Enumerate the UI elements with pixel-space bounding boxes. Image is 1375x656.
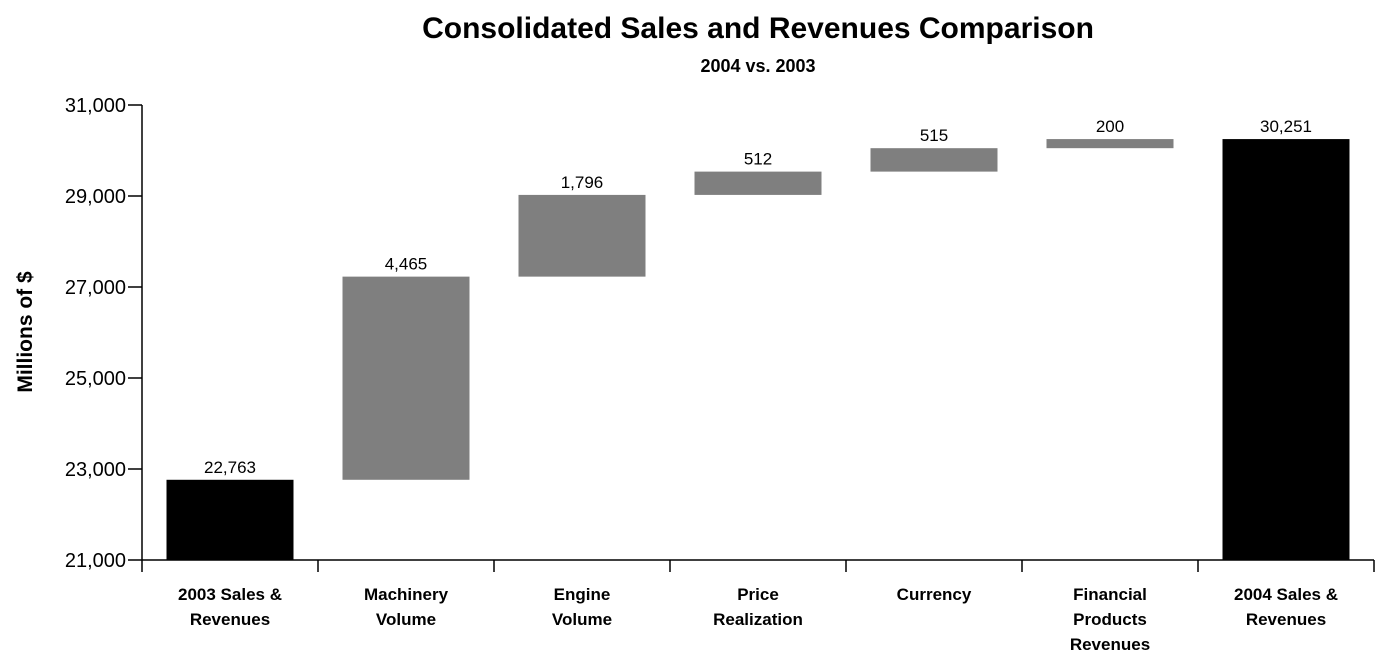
x-tick-label-0: 2003 Sales & Revenues: [178, 585, 282, 629]
data-label-3: 512: [744, 150, 772, 169]
data-label-0: 22,763: [204, 458, 256, 477]
x-axis: [141, 559, 1375, 572]
x-tick-label-line: Revenues: [190, 610, 270, 629]
bar-1: [342, 276, 470, 480]
y-axis: 21,000 23,000 25,000 27,000 29,000 31,000: [65, 95, 143, 572]
y-tick-label: 29,000: [65, 186, 126, 208]
y-tick-label: 31,000: [65, 95, 126, 117]
x-tick-label-line: Revenues: [1070, 635, 1150, 654]
x-tick-label-line: Machinery: [364, 585, 449, 604]
bar-2: [518, 194, 646, 277]
x-tick-label-line: Financial: [1073, 585, 1147, 604]
x-tick-label-line: Price: [737, 585, 779, 604]
x-tick-label-1: Machinery Volume: [364, 585, 449, 629]
x-tick-label-3: Price Realization: [713, 585, 803, 629]
x-tick-label-line: Currency: [897, 585, 972, 604]
bars: [166, 139, 1350, 560]
x-tick-label-line: Revenues: [1246, 610, 1326, 629]
x-tick-label-4: Currency: [897, 585, 972, 604]
y-tick-label: 23,000: [65, 459, 126, 481]
y-axis-label: Millions of $: [14, 271, 37, 393]
x-tick-label-line: 2004 Sales &: [1234, 585, 1338, 604]
x-tick-label-5: Financial Products Revenues: [1070, 585, 1150, 654]
data-label-2: 1,796: [561, 173, 604, 192]
data-label-1: 4,465: [385, 255, 428, 274]
x-tick-label-line: Volume: [552, 610, 612, 629]
bar-0: [166, 479, 294, 560]
data-label-6: 30,251: [1260, 117, 1312, 136]
chart-title: Consolidated Sales and Revenues Comparis…: [422, 12, 1094, 45]
y-tick-label: 25,000: [65, 368, 126, 390]
x-tick-label-line: Realization: [713, 610, 803, 629]
bar-5: [1046, 139, 1174, 149]
data-label-4: 515: [920, 126, 948, 145]
x-tick-label-6: 2004 Sales & Revenues: [1234, 585, 1338, 629]
bar-6: [1222, 139, 1350, 560]
data-labels: 22,763 4,465 1,796 512 515 200 30,251: [204, 117, 1312, 477]
x-tick-label-line: Products: [1073, 610, 1147, 629]
y-tick-label: 27,000: [65, 277, 126, 299]
data-label-5: 200: [1096, 117, 1124, 136]
x-tick-label-line: Engine: [554, 585, 611, 604]
bar-3: [694, 171, 822, 195]
x-tick-label-line: 2003 Sales &: [178, 585, 282, 604]
bar-4: [870, 148, 998, 172]
y-tick-label: 21,000: [65, 550, 126, 572]
x-tick-label-line: Volume: [376, 610, 436, 629]
x-tick-label-2: Engine Volume: [552, 585, 612, 629]
chart-subtitle: 2004 vs. 2003: [700, 56, 815, 76]
